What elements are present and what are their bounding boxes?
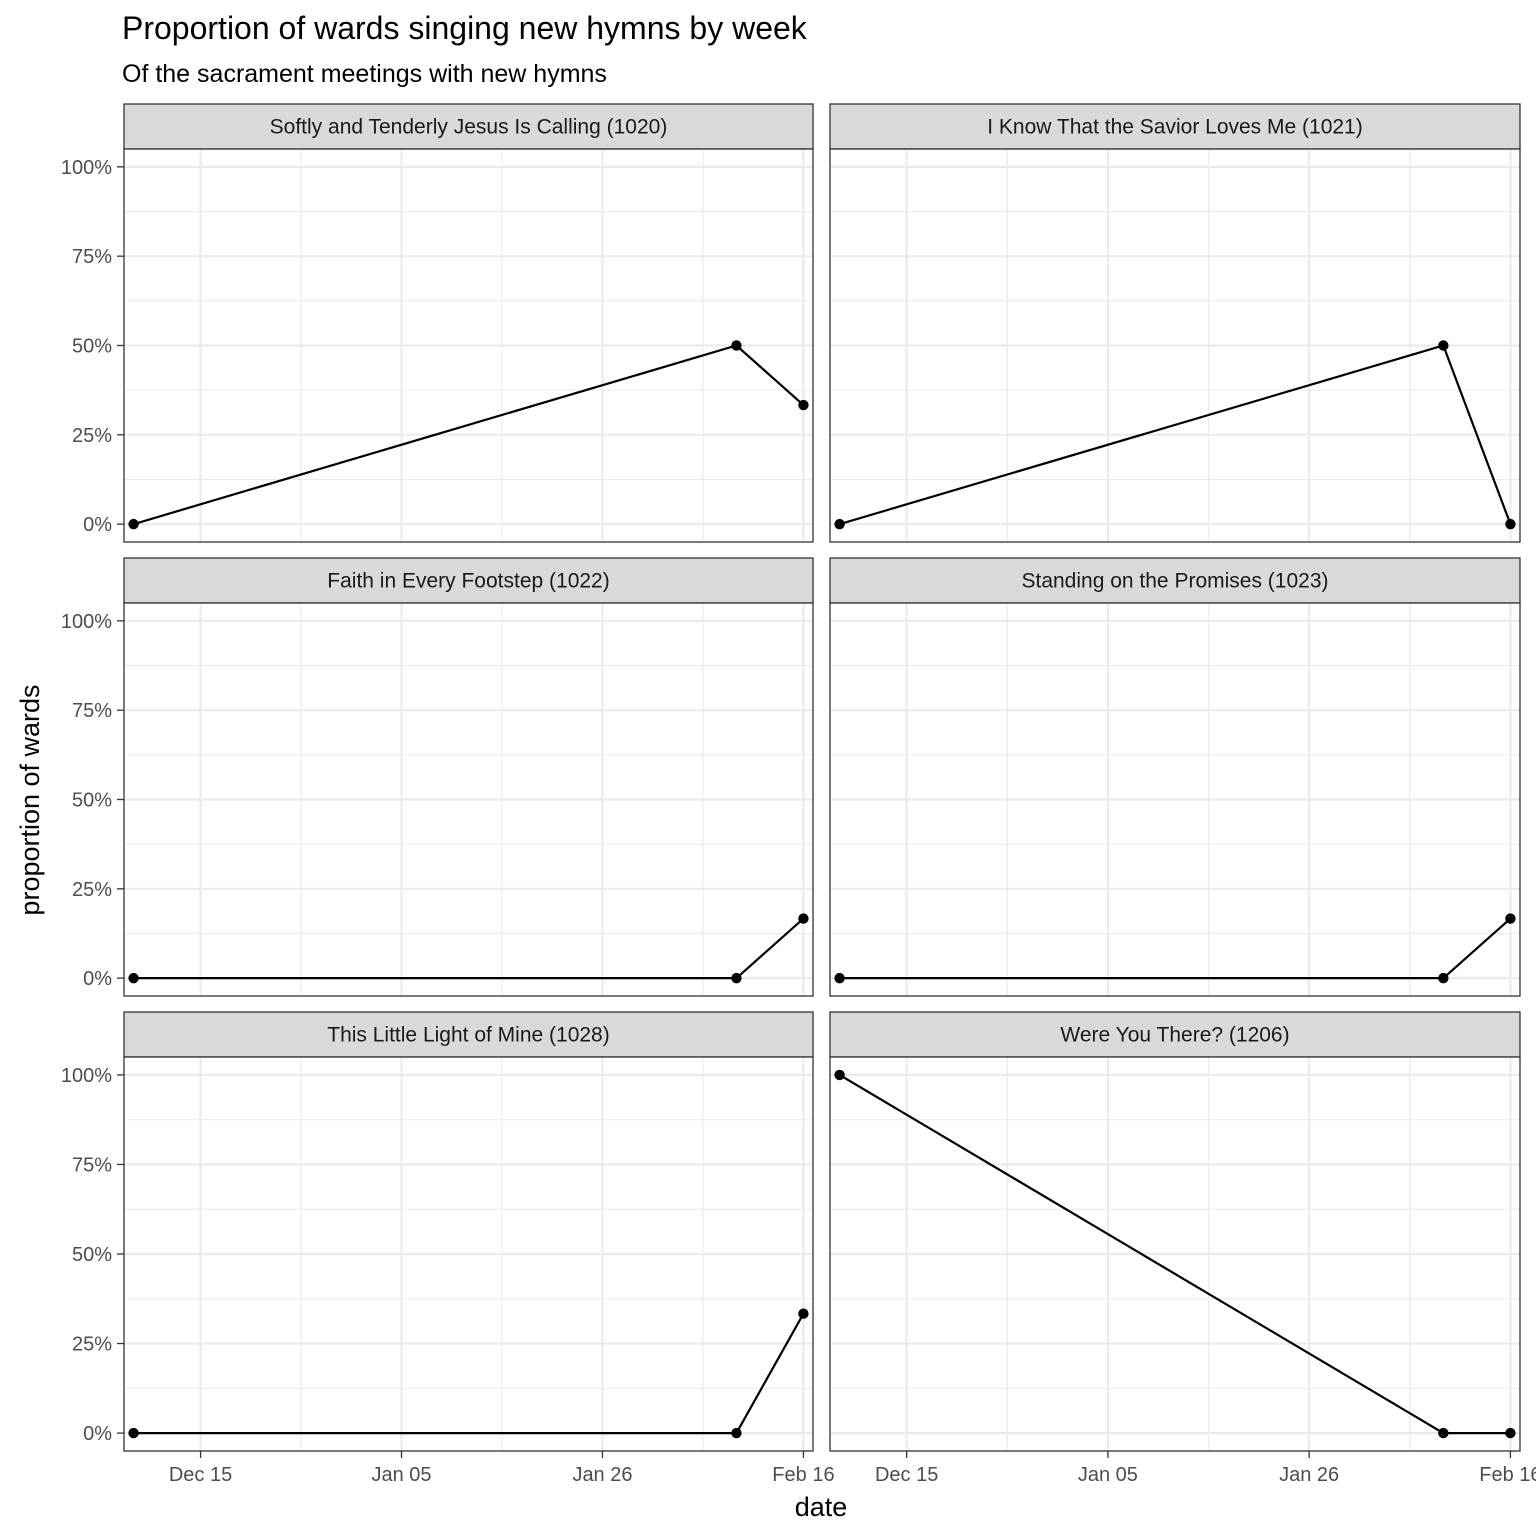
- y-tick-label: 75%: [72, 1154, 112, 1176]
- data-point: [731, 1427, 742, 1439]
- chart-subtitle: Of the sacrament meetings with new hymns: [122, 60, 607, 88]
- y-tick-label: 25%: [72, 425, 112, 447]
- x-axes: Dec 15 Jan 05 Jan 26 Feb 16 Dec 15 Jan 05 Jan …: [169, 1451, 1536, 1486]
- panel-strip: [123, 557, 814, 604]
- chart-title: Proportion of wards singing new hymns by…: [122, 10, 808, 46]
- panel-strip: [829, 557, 1521, 604]
- x-tick-label: Jan 26: [572, 1464, 632, 1486]
- y-tick-label: 100%: [61, 611, 112, 633]
- data-point: [1505, 1427, 1516, 1439]
- data-point: [1438, 972, 1449, 984]
- panel: Standing on the Promises (1023): [829, 557, 1521, 997]
- y-tick-label: 0%: [83, 1423, 112, 1445]
- data-point: [798, 913, 809, 924]
- y-tick-label: 50%: [72, 790, 112, 812]
- panels-grid: Softly and Tenderly Jesus Is Calling (10…: [61, 103, 1521, 1452]
- data-point: [834, 1069, 845, 1081]
- x-tick-label: Dec 15: [875, 1464, 938, 1486]
- x-tick-label: Jan 26: [1279, 1464, 1339, 1486]
- y-tick-label: 50%: [72, 336, 112, 358]
- panel-strip: [123, 1011, 814, 1058]
- y-tick-label: 100%: [61, 157, 112, 179]
- data-point: [798, 399, 809, 411]
- x-tick-label: Feb 16: [1479, 1464, 1536, 1486]
- panel: Faith in Every Footstep (1022) 0% 25% 50% 75…: [61, 557, 814, 997]
- x-tick-label: Jan 05: [371, 1464, 431, 1486]
- y-tick-label: 0%: [83, 514, 112, 536]
- y-tick-label: 25%: [72, 1334, 112, 1356]
- x-tick-label: Jan 05: [1078, 1464, 1138, 1486]
- panel-title: Were You There? (1206): [1060, 1024, 1289, 1047]
- y-tick-label: 75%: [72, 700, 112, 722]
- panel-title: Softly and Tenderly Jesus Is Calling (10…: [270, 116, 668, 139]
- data-point: [1505, 518, 1516, 530]
- data-point: [1505, 913, 1516, 924]
- panel-border: [829, 602, 1521, 997]
- panel: Were You There? (1206): [829, 1011, 1521, 1452]
- y-tick-label: 100%: [61, 1065, 112, 1087]
- panel-strip: [829, 1011, 1521, 1058]
- y-axis-title: proportion of wards: [15, 684, 45, 915]
- data-point: [731, 340, 742, 351]
- data-point: [731, 972, 742, 984]
- panel-title: I Know That the Savior Loves Me (1021): [987, 116, 1362, 139]
- x-tick-label: Feb 16: [772, 1464, 834, 1486]
- panel-strip: [123, 103, 814, 150]
- panel-border: [829, 1056, 1521, 1452]
- y-tick-label: 25%: [72, 879, 112, 901]
- data-point: [128, 972, 139, 984]
- data-point: [1438, 1427, 1449, 1439]
- y-tick-label: 50%: [72, 1244, 112, 1266]
- data-point: [834, 518, 845, 530]
- panel-title: This Little Light of Mine (1028): [327, 1024, 609, 1047]
- x-axis-title: date: [795, 1492, 848, 1522]
- panel-title: Standing on the Promises (1023): [1021, 570, 1328, 593]
- y-tick-label: 0%: [83, 968, 112, 990]
- data-point: [1438, 340, 1449, 351]
- panel: Softly and Tenderly Jesus Is Calling (10…: [61, 103, 814, 543]
- panel: This Little Light of Mine (1028) 0% 25% 50%…: [61, 1011, 814, 1452]
- y-tick-label: 75%: [72, 246, 112, 268]
- data-point: [128, 1427, 139, 1439]
- data-point: [834, 972, 845, 984]
- panel: I Know That the Savior Loves Me (1021): [829, 103, 1521, 543]
- data-point: [798, 1308, 809, 1319]
- panel-title: Faith in Every Footstep (1022): [327, 570, 609, 593]
- data-point: [128, 518, 139, 530]
- panel-border: [829, 148, 1521, 543]
- x-tick-label: Dec 15: [169, 1464, 232, 1486]
